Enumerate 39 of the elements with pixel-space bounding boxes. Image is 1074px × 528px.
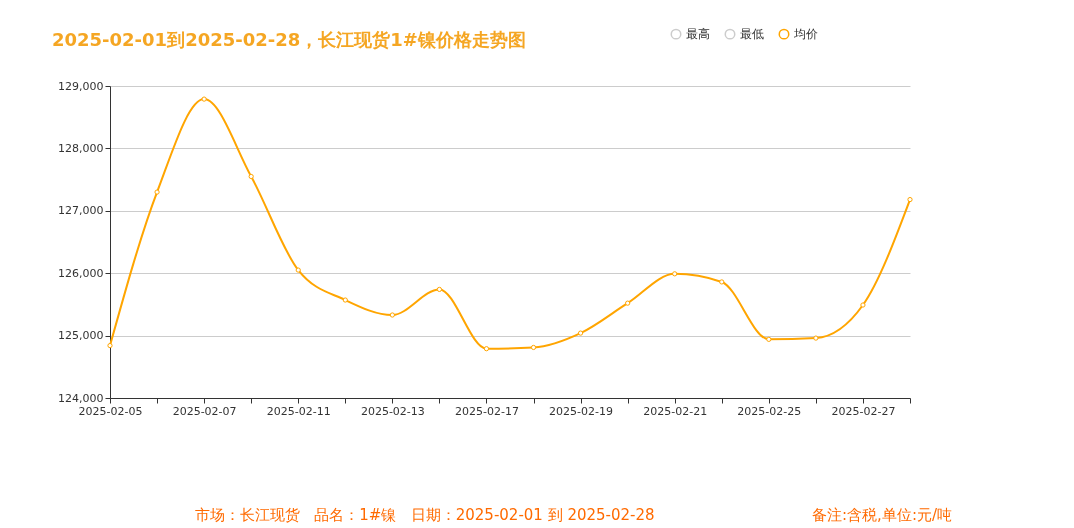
point (389, 312, 395, 318)
point (907, 196, 913, 203)
y-tick-label: 124,000 (58, 391, 104, 405)
text: 市场：长江现货 品名：1#镍 日期：2025-02-01 到 2025-02-28 (195, 506, 655, 525)
x-tick-label: 2025-02-19 (549, 404, 614, 418)
point (860, 302, 866, 308)
point (107, 342, 113, 349)
text: 备注:含税,单位:元/吨 (812, 506, 952, 525)
legend-label: 均价 (793, 27, 818, 42)
x-tick-label: 2025-02-07 (172, 404, 237, 418)
legend-label: 最高 (686, 27, 710, 42)
x-tick-label: 2025-02-21 (643, 404, 708, 418)
y-tick-label: 128,000 (58, 141, 104, 155)
point (201, 96, 207, 102)
y-tick-label: 126,000 (58, 266, 104, 280)
x-tick-label: 2025-02-13 (360, 404, 425, 418)
point (436, 286, 443, 293)
point (719, 279, 725, 285)
point (625, 300, 631, 306)
point (530, 344, 537, 351)
point (577, 330, 584, 336)
x-tick-label: 2025-02-17 (455, 404, 519, 418)
y-tick-label: 125,000 (58, 329, 104, 343)
point (766, 336, 772, 342)
x-tick-label: 2025-02-27 (831, 404, 896, 418)
x-tick-label: 2025-02-11 (266, 404, 331, 418)
point (295, 267, 301, 273)
point (483, 346, 490, 352)
x-tick-label: 2025-02-25 (737, 404, 802, 418)
x-tick-label: 2025-02-05 (78, 404, 143, 418)
y-tick-label: 129,000 (58, 79, 104, 93)
point (672, 271, 678, 277)
chart-title: 2025-02-01到2025-02-28，长江现货1#镍价格走势图 (52, 28, 526, 52)
point (248, 173, 254, 180)
legend-label: 最低 (740, 27, 764, 42)
point (813, 335, 819, 341)
y-tick-label: 127,000 (58, 204, 104, 218)
point (342, 297, 348, 303)
point (154, 189, 160, 195)
